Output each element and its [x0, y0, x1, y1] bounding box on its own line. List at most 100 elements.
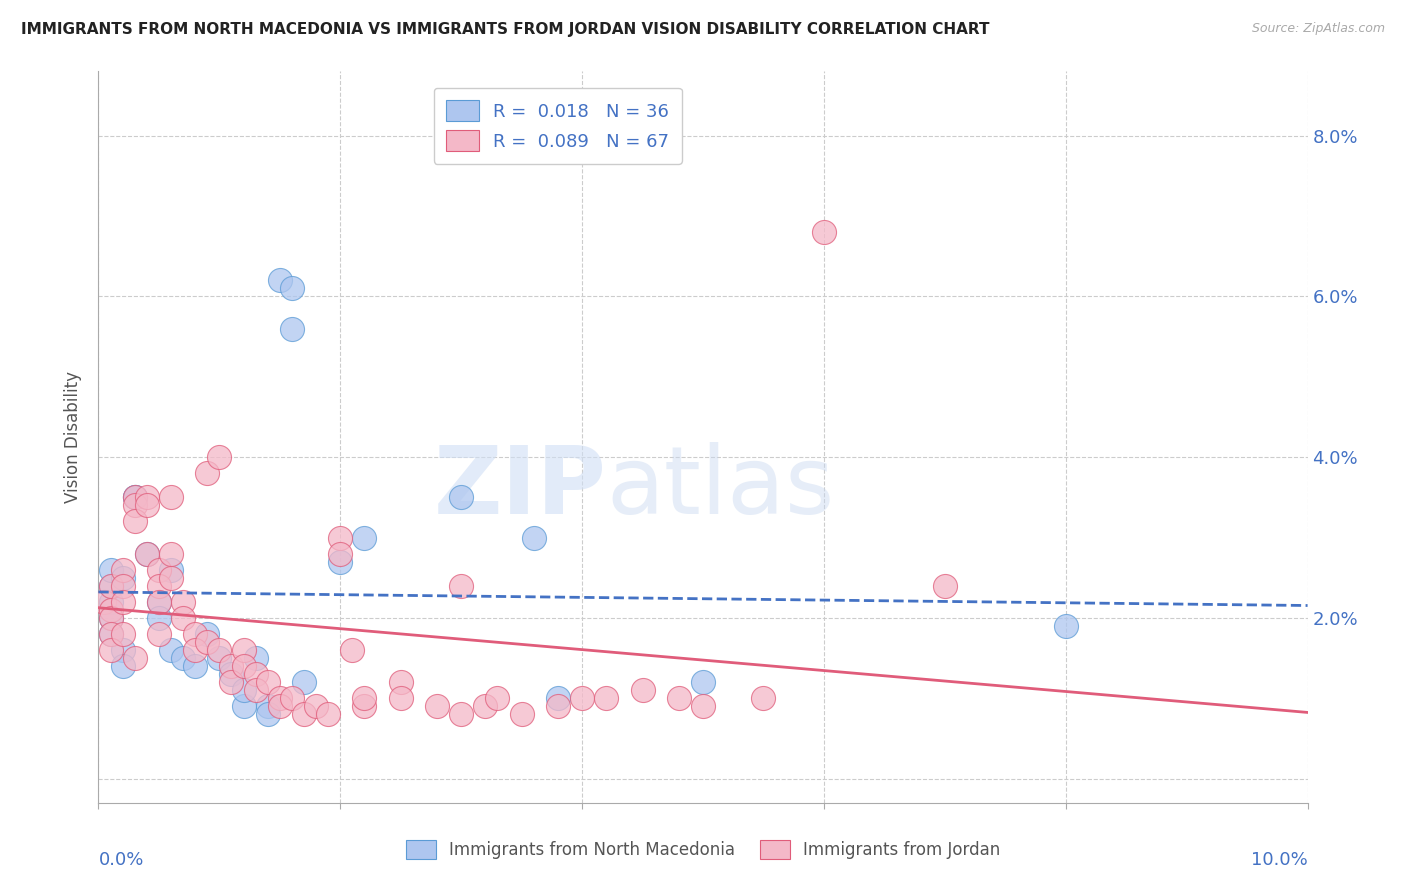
Point	[232, 659, 254, 673]
Text: IMMIGRANTS FROM NORTH MACEDONIA VS IMMIGRANTS FROM JORDAN VISION DISABILITY CORR: IMMIGRANTS FROM NORTH MACEDONIA VS IMMIG…	[21, 22, 990, 37]
Point	[934, 579, 956, 593]
Point	[135, 547, 157, 561]
Point	[160, 571, 183, 585]
Point	[353, 691, 375, 706]
Point	[281, 691, 304, 706]
Point	[208, 651, 231, 665]
Point	[100, 603, 122, 617]
Point	[292, 675, 315, 690]
Text: 0.0%: 0.0%	[98, 851, 143, 869]
Point	[100, 563, 122, 577]
Point	[195, 467, 218, 481]
Point	[281, 281, 304, 295]
Point	[329, 531, 352, 545]
Point	[305, 699, 328, 714]
Point	[329, 555, 352, 569]
Point	[160, 643, 183, 657]
Point	[195, 635, 218, 649]
Point	[232, 699, 254, 714]
Point	[148, 627, 170, 641]
Point	[124, 491, 146, 505]
Point	[208, 450, 231, 465]
Point	[450, 491, 472, 505]
Point	[208, 643, 231, 657]
Point	[450, 579, 472, 593]
Point	[100, 611, 122, 625]
Point	[221, 675, 243, 690]
Point	[256, 699, 278, 714]
Point	[124, 491, 146, 505]
Point	[450, 707, 472, 722]
Point	[160, 491, 183, 505]
Point	[148, 611, 170, 625]
Point	[111, 627, 134, 641]
Point	[342, 643, 364, 657]
Point	[160, 547, 183, 561]
Point	[111, 571, 134, 585]
Point	[135, 499, 157, 513]
Point	[124, 651, 146, 665]
Point	[668, 691, 690, 706]
Point	[124, 491, 146, 505]
Point	[752, 691, 775, 706]
Point	[232, 683, 254, 698]
Point	[148, 563, 170, 577]
Legend: Immigrants from North Macedonia, Immigrants from Jordan: Immigrants from North Macedonia, Immigra…	[398, 831, 1008, 868]
Point	[148, 595, 170, 609]
Point	[111, 659, 134, 673]
Point	[184, 659, 207, 673]
Point	[100, 627, 122, 641]
Point	[100, 611, 122, 625]
Point	[547, 691, 569, 706]
Point	[172, 595, 194, 609]
Point	[595, 691, 617, 706]
Point	[571, 691, 593, 706]
Text: atlas: atlas	[606, 442, 835, 534]
Y-axis label: Vision Disability: Vision Disability	[65, 371, 83, 503]
Point	[245, 683, 267, 698]
Point	[148, 579, 170, 593]
Point	[353, 531, 375, 545]
Point	[184, 643, 207, 657]
Point	[523, 531, 546, 545]
Point	[184, 627, 207, 641]
Point	[353, 699, 375, 714]
Point	[172, 611, 194, 625]
Point	[221, 667, 243, 681]
Point	[111, 579, 134, 593]
Text: ZIP: ZIP	[433, 442, 606, 534]
Point	[111, 563, 134, 577]
Point	[692, 675, 714, 690]
Point	[292, 707, 315, 722]
Point	[160, 563, 183, 577]
Point	[100, 579, 122, 593]
Point	[245, 651, 267, 665]
Point	[135, 547, 157, 561]
Point	[256, 675, 278, 690]
Point	[124, 515, 146, 529]
Point	[111, 595, 134, 609]
Point	[232, 643, 254, 657]
Point	[281, 321, 304, 335]
Point	[389, 691, 412, 706]
Point	[269, 273, 291, 287]
Point	[510, 707, 533, 722]
Point	[195, 627, 218, 641]
Point	[100, 595, 122, 609]
Point	[426, 699, 449, 714]
Point	[256, 707, 278, 722]
Point	[389, 675, 412, 690]
Point	[124, 499, 146, 513]
Point	[221, 659, 243, 673]
Point	[692, 699, 714, 714]
Point	[631, 683, 654, 698]
Point	[172, 651, 194, 665]
Point	[1054, 619, 1077, 633]
Point	[111, 643, 134, 657]
Text: 10.0%: 10.0%	[1251, 851, 1308, 869]
Point	[100, 627, 122, 641]
Point	[100, 643, 122, 657]
Point	[245, 667, 267, 681]
Point	[269, 691, 291, 706]
Point	[148, 595, 170, 609]
